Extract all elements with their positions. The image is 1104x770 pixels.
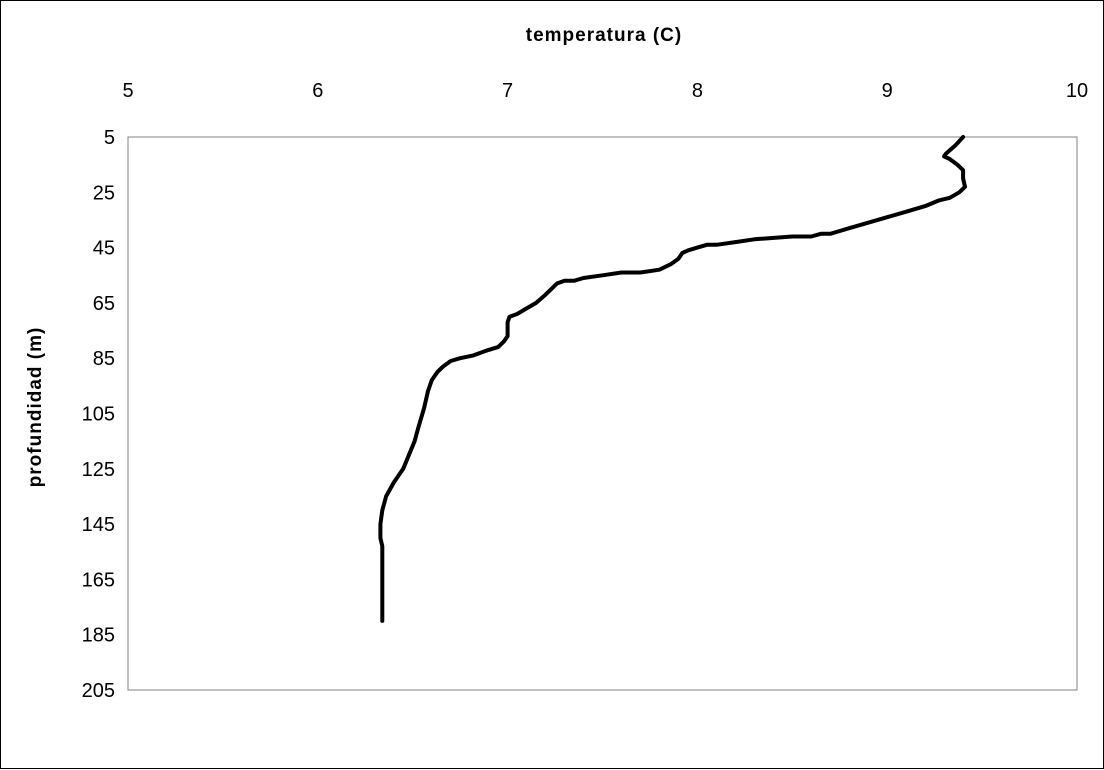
data-point	[809, 234, 813, 239]
plot-area	[127, 136, 1078, 691]
data-point	[961, 168, 965, 172]
data-point	[534, 301, 538, 305]
data-point	[961, 176, 965, 181]
data-point	[506, 320, 510, 324]
data-point	[507, 315, 512, 319]
y-tick-label: 25	[93, 182, 115, 204]
data-point	[562, 279, 567, 283]
x-tick-label: 5	[122, 80, 133, 102]
y-tick-label: 125	[82, 459, 115, 481]
x-axis-title: temperatura (C)	[526, 25, 682, 46]
data-point	[714, 243, 719, 247]
data-point	[942, 154, 946, 158]
data-point	[549, 287, 553, 291]
y-tick-label: 5	[104, 127, 115, 149]
data-point	[838, 229, 842, 233]
data-point	[676, 257, 681, 261]
data-point	[572, 279, 576, 283]
data-point	[449, 359, 453, 363]
data-point	[957, 190, 961, 194]
y-tick-label: 205	[82, 680, 115, 702]
data-point	[506, 334, 510, 338]
data-point	[955, 163, 960, 167]
data-point	[430, 378, 434, 382]
data-point	[380, 508, 384, 512]
data-point	[847, 226, 851, 230]
data-point	[458, 356, 462, 360]
data-point	[441, 364, 445, 369]
data-point	[401, 467, 405, 471]
data-point	[752, 237, 756, 241]
data-point	[885, 215, 889, 219]
data-point	[619, 270, 624, 275]
data-point	[828, 232, 832, 236]
data-point	[904, 210, 908, 214]
y-tick-label: 165	[82, 569, 115, 591]
x-tick-label: 7	[502, 80, 513, 102]
y-tick-label: 85	[93, 348, 115, 370]
data-point	[936, 199, 941, 203]
data-point	[435, 370, 439, 374]
data-point	[426, 389, 430, 393]
data-point	[669, 262, 673, 266]
data-point	[948, 157, 952, 161]
data-point	[384, 494, 388, 498]
data-point	[502, 340, 506, 344]
data-point	[963, 185, 967, 189]
data-point	[638, 270, 643, 275]
data-point	[487, 348, 491, 352]
x-tick-label: 8	[692, 80, 703, 102]
data-point	[866, 221, 870, 225]
data-point	[380, 619, 384, 623]
y-axis-title: profundidad (m)	[25, 327, 46, 488]
data-point	[496, 345, 500, 349]
x-tick-labels: 5 6 7 8 9 10	[122, 80, 1088, 102]
x-tick-label: 10	[1066, 80, 1088, 102]
data-point	[380, 544, 384, 548]
data-point	[600, 273, 605, 277]
y-tick-label: 105	[82, 404, 115, 426]
data-point	[953, 143, 958, 147]
data-point	[961, 135, 965, 139]
y-tick-label: 145	[82, 514, 115, 536]
data-point	[471, 353, 475, 357]
data-point	[733, 240, 738, 244]
data-point	[422, 406, 426, 410]
y-tick-label: 45	[93, 238, 115, 260]
data-point	[544, 293, 548, 297]
data-point	[378, 536, 382, 540]
data-points	[378, 135, 967, 623]
x-tick-label: 9	[882, 80, 893, 102]
data-point	[581, 276, 586, 280]
data-point	[657, 268, 662, 272]
data-point	[380, 564, 384, 568]
data-point	[695, 246, 700, 250]
data-point	[392, 481, 396, 485]
data-point	[413, 439, 417, 443]
data-point	[680, 251, 684, 255]
x-tick-label: 6	[312, 80, 323, 102]
y-tick-label: 185	[82, 625, 115, 647]
data-point	[819, 232, 823, 236]
y-tick-labels: 5 25 45 65 85 105 125 145 165 185 205	[82, 127, 115, 702]
data-point	[380, 591, 384, 595]
data-point	[378, 522, 382, 526]
data-point	[705, 243, 709, 247]
y-tick-label: 65	[93, 293, 115, 315]
data-point	[923, 204, 927, 208]
data-point	[515, 312, 519, 316]
data-point	[790, 234, 794, 239]
data-point	[686, 248, 690, 252]
data-point	[416, 425, 420, 429]
data-point	[525, 306, 529, 310]
data-point	[555, 281, 559, 286]
data-point	[944, 152, 948, 156]
data-point	[407, 453, 411, 457]
data-point	[948, 196, 952, 200]
